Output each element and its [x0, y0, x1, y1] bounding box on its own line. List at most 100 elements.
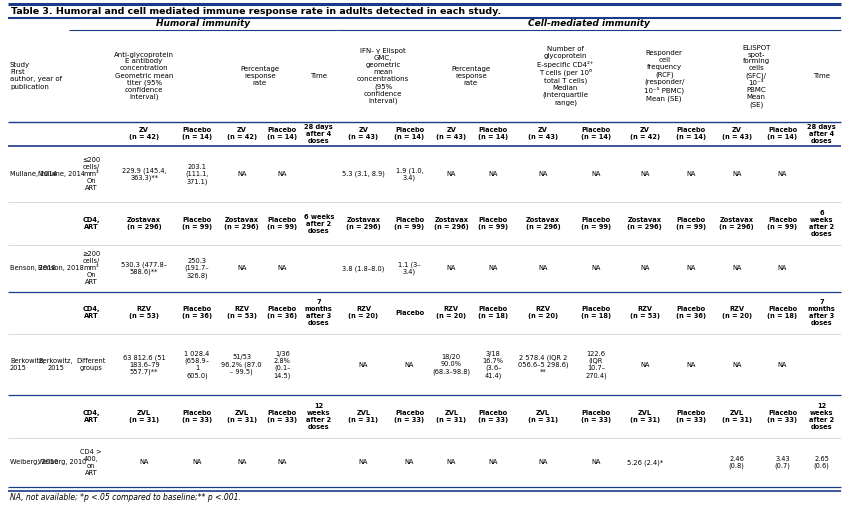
Text: NA: NA [732, 265, 741, 271]
Text: NA: NA [538, 265, 548, 271]
Text: 2.46
(0.8): 2.46 (0.8) [728, 456, 745, 469]
Text: 51/53
96.2% (87.0
– 99.5): 51/53 96.2% (87.0 – 99.5) [222, 354, 262, 375]
Text: Placebo
(n = 14): Placebo (n = 14) [267, 127, 297, 140]
Text: NA: NA [488, 171, 498, 177]
Text: ZV
(n = 43): ZV (n = 43) [722, 127, 751, 140]
Text: 12
weeks
after 2
doses: 12 weeks after 2 doses [306, 403, 331, 430]
Text: NA: NA [640, 171, 649, 177]
Text: CD4,
ART: CD4, ART [82, 217, 100, 230]
Text: Zostavax
(n = 296): Zostavax (n = 296) [719, 217, 754, 230]
Text: ZVL
(n = 31): ZVL (n = 31) [630, 410, 660, 423]
Text: 250.3
(191.7–
326.8): 250.3 (191.7– 326.8) [184, 258, 210, 279]
Text: ZV
(n = 42): ZV (n = 42) [630, 127, 660, 140]
Text: 203.1
(111.1,
371.1): 203.1 (111.1, 371.1) [185, 164, 209, 185]
Text: 12
weeks
after 2
doses: 12 weeks after 2 doses [809, 403, 834, 430]
Text: Placebo
(n = 99): Placebo (n = 99) [676, 217, 706, 230]
Text: NA: NA [237, 265, 246, 271]
Text: Zostavax
(n = 296): Zostavax (n = 296) [627, 217, 662, 230]
Text: Zostavax
(n = 296): Zostavax (n = 296) [224, 217, 259, 230]
Text: Placebo
(n = 18): Placebo (n = 18) [581, 307, 611, 320]
Text: NA: NA [591, 460, 600, 465]
Text: Zostavax
(n = 296): Zostavax (n = 296) [526, 217, 560, 230]
Text: NA: NA [591, 265, 600, 271]
Text: NA: NA [359, 362, 368, 368]
Text: 1.9 (1.0,
3.4): 1.9 (1.0, 3.4) [396, 167, 424, 181]
Text: 530.3 (477.8–
588.6)**: 530.3 (477.8– 588.6)** [121, 261, 167, 275]
Text: NA: NA [732, 171, 741, 177]
Text: Placebo
(n = 99): Placebo (n = 99) [767, 217, 797, 230]
Text: Berkowitz,
2015: Berkowitz, 2015 [38, 358, 73, 371]
Text: Table 3. Humoral and cell mediated immune response rate in adults detected in ea: Table 3. Humoral and cell mediated immun… [11, 7, 501, 16]
Text: NA: NA [591, 171, 600, 177]
Text: 6
weeks
after 2
doses: 6 weeks after 2 doses [809, 210, 834, 237]
Text: Placebo
(n = 33): Placebo (n = 33) [182, 410, 212, 423]
Text: NA: NA [640, 265, 649, 271]
Text: NA: NA [778, 171, 787, 177]
Text: NA: NA [538, 171, 548, 177]
Text: Placebo
(n = 99): Placebo (n = 99) [478, 217, 509, 230]
Text: Number of
glycoprotein
E-specific CD4²⁺
T cells (per 10⁶
total T cells)
Median
(: Number of glycoprotein E-specific CD4²⁺ … [537, 46, 593, 106]
Text: 229.9 (145.4,
363.3)**: 229.9 (145.4, 363.3)** [121, 167, 166, 181]
Text: Berkowitz,
2015: Berkowitz, 2015 [10, 358, 44, 371]
Text: NA: NA [538, 460, 548, 465]
Text: 1.1 (3–
3.4): 1.1 (3– 3.4) [398, 261, 421, 275]
Text: NA: NA [778, 362, 787, 368]
Text: ZV
(n = 43): ZV (n = 43) [436, 127, 466, 140]
Text: NA: NA [640, 362, 649, 368]
Text: ZVL
(n = 31): ZVL (n = 31) [436, 410, 466, 423]
Text: Placebo
(n = 18): Placebo (n = 18) [767, 307, 797, 320]
Text: Placebo: Placebo [395, 310, 424, 316]
Text: Placebo
(n = 18): Placebo (n = 18) [478, 307, 509, 320]
Text: NA: NA [686, 265, 695, 271]
Text: CD4,
ART: CD4, ART [82, 410, 100, 423]
Text: RZV
(n = 20): RZV (n = 20) [436, 307, 466, 320]
Text: 6 weeks
after 2
doses: 6 weeks after 2 doses [304, 214, 334, 234]
Text: Percentage
response
rate: Percentage response rate [452, 66, 491, 86]
Text: NA: NA [278, 171, 287, 177]
Text: Time: Time [311, 73, 328, 79]
Text: NA: NA [278, 265, 287, 271]
Text: Weiberg, 2010: Weiberg, 2010 [10, 460, 59, 465]
Text: 1/36
2.8%
(0.1–
14.5): 1/36 2.8% (0.1– 14.5) [273, 350, 291, 379]
Text: NA: NA [192, 460, 201, 465]
Text: Zostavax
(n = 296): Zostavax (n = 296) [127, 217, 161, 230]
Text: Cell-mediated immunity: Cell-mediated immunity [528, 20, 650, 28]
Text: Placebo
(n = 99): Placebo (n = 99) [182, 217, 212, 230]
Text: Placebo
(n = 33): Placebo (n = 33) [395, 410, 424, 423]
Text: NA: NA [686, 362, 695, 368]
Text: Placebo
(n = 14): Placebo (n = 14) [767, 127, 797, 140]
Text: ZVL
(n = 31): ZVL (n = 31) [227, 410, 256, 423]
Text: RZV
(n = 20): RZV (n = 20) [528, 307, 558, 320]
Text: Humoral immunity: Humoral immunity [156, 20, 250, 28]
Text: NA: NA [405, 460, 414, 465]
Text: ≤200
cells/
mm³
On
ART: ≤200 cells/ mm³ On ART [82, 157, 100, 191]
Text: Placebo
(n = 99): Placebo (n = 99) [267, 217, 297, 230]
Text: NA: NA [447, 171, 456, 177]
Text: NA: NA [139, 460, 149, 465]
Text: Study
First
author, year of
publication: Study First author, year of publication [10, 63, 62, 89]
Text: Percentage
response
rate: Percentage response rate [240, 66, 279, 86]
Text: Placebo
(n = 14): Placebo (n = 14) [395, 127, 424, 140]
Text: Placebo
(n = 99): Placebo (n = 99) [395, 217, 424, 230]
Text: 18/20
90.0%
(68.3–98.8): 18/20 90.0% (68.3–98.8) [432, 355, 470, 375]
Text: Responder
cell
frequency
(RCF)
(responder/
10⁻⁵ PBMC)
Mean (SE): Responder cell frequency (RCF) (responde… [644, 50, 684, 102]
Text: 28 days
after 4
doses: 28 days after 4 doses [305, 124, 333, 144]
Text: 1 028.4
(658.9–
1
605.0): 1 028.4 (658.9– 1 605.0) [184, 350, 210, 379]
Text: Benson, 2018: Benson, 2018 [38, 265, 84, 271]
Text: Weiberg, 2010: Weiberg, 2010 [38, 460, 87, 465]
Text: NA, not available; *p <.05 compared to baseline;** p <.001.: NA, not available; *p <.05 compared to b… [10, 493, 241, 502]
Text: 28 days
after 4
doses: 28 days after 4 doses [807, 124, 836, 144]
Text: RZV
(n = 20): RZV (n = 20) [722, 307, 751, 320]
Text: NA: NA [447, 265, 456, 271]
Text: NA: NA [447, 460, 456, 465]
Text: 7
months
after 3
doses: 7 months after 3 doses [305, 299, 333, 326]
Text: 63 812.6 (51
183.6–79
557.7)**: 63 812.6 (51 183.6–79 557.7)** [123, 354, 166, 375]
Text: Placebo
(n = 99): Placebo (n = 99) [581, 217, 611, 230]
Text: Different
groups: Different groups [76, 358, 106, 371]
Text: NA: NA [278, 460, 287, 465]
Text: NA: NA [405, 362, 414, 368]
Text: Zostavax
(n = 296): Zostavax (n = 296) [346, 217, 381, 230]
Text: RZV
(n = 53): RZV (n = 53) [129, 307, 159, 320]
Text: ZV
(n = 42): ZV (n = 42) [227, 127, 256, 140]
Text: 7
months
after 3
doses: 7 months after 3 doses [807, 299, 835, 326]
